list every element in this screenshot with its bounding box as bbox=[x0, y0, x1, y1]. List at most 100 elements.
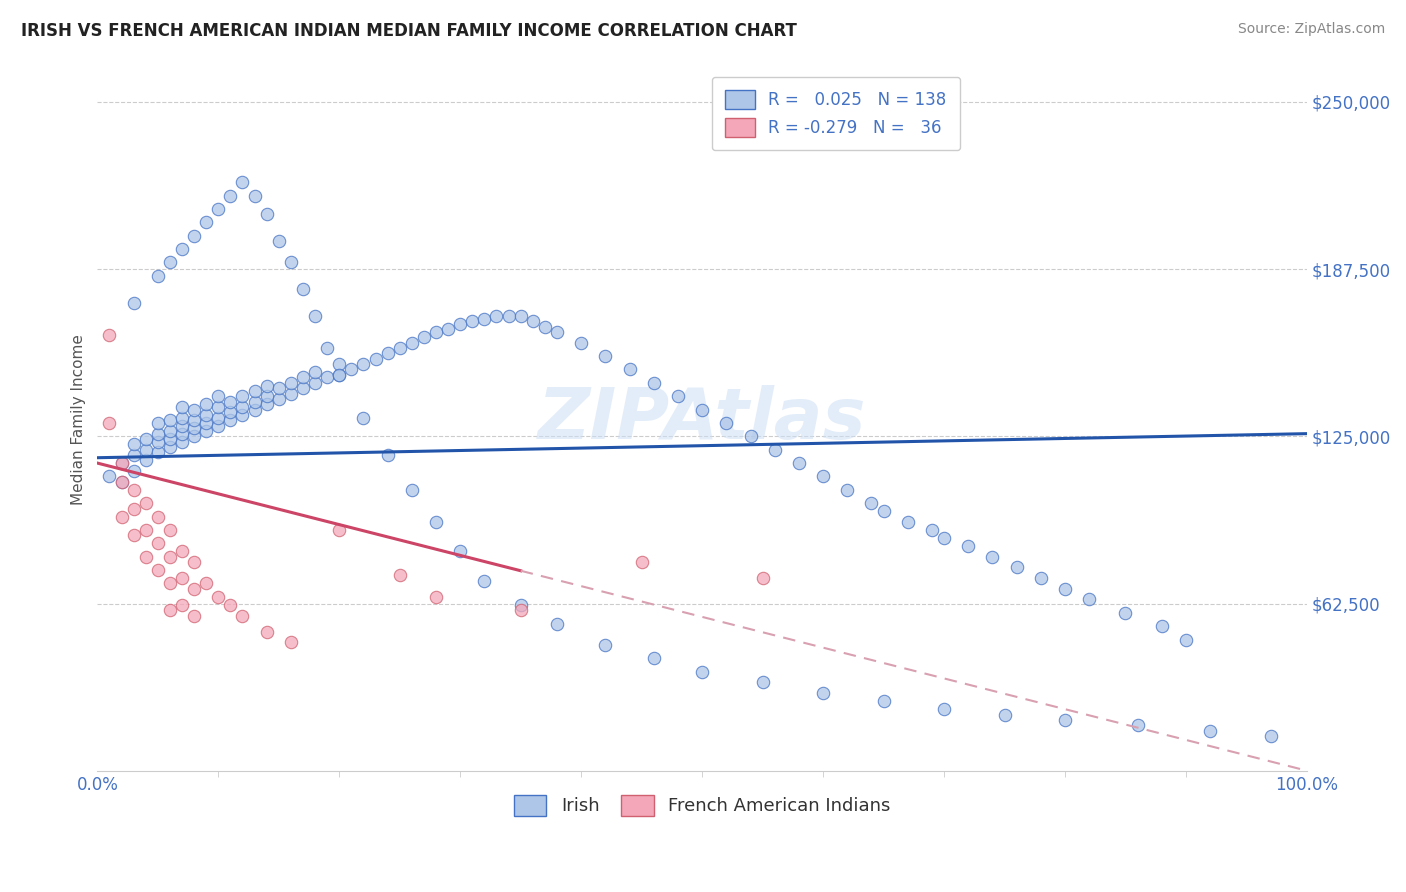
Point bbox=[690, 402, 713, 417]
Point bbox=[98, 327, 121, 342]
Point bbox=[837, 483, 859, 497]
Point bbox=[110, 509, 132, 524]
Point bbox=[207, 202, 229, 216]
Point bbox=[328, 357, 350, 371]
Point bbox=[267, 392, 290, 406]
Point bbox=[256, 207, 278, 221]
Point bbox=[243, 402, 266, 417]
Point bbox=[122, 528, 145, 542]
Point bbox=[243, 384, 266, 398]
Point bbox=[135, 442, 157, 457]
Point bbox=[159, 255, 181, 269]
Point bbox=[135, 496, 157, 510]
Point bbox=[280, 386, 302, 401]
Point bbox=[207, 410, 229, 425]
Point bbox=[352, 410, 374, 425]
Point bbox=[219, 188, 242, 202]
Point bbox=[231, 408, 253, 422]
Point bbox=[932, 531, 955, 545]
Point bbox=[509, 598, 531, 612]
Point bbox=[110, 475, 132, 489]
Point bbox=[135, 453, 157, 467]
Point bbox=[304, 365, 326, 379]
Point bbox=[219, 598, 242, 612]
Point bbox=[425, 515, 447, 529]
Point bbox=[1199, 723, 1222, 738]
Point bbox=[183, 608, 205, 623]
Point bbox=[1174, 632, 1197, 647]
Point bbox=[219, 405, 242, 419]
Point bbox=[291, 370, 314, 384]
Point bbox=[207, 418, 229, 433]
Point bbox=[159, 424, 181, 438]
Point bbox=[135, 549, 157, 564]
Point bbox=[231, 389, 253, 403]
Point bbox=[304, 376, 326, 390]
Point bbox=[1078, 592, 1101, 607]
Point bbox=[243, 394, 266, 409]
Point bbox=[377, 448, 399, 462]
Point bbox=[474, 574, 496, 588]
Point bbox=[872, 694, 894, 708]
Point bbox=[170, 418, 193, 433]
Point bbox=[122, 295, 145, 310]
Point bbox=[1005, 560, 1028, 574]
Point bbox=[122, 501, 145, 516]
Point bbox=[122, 448, 145, 462]
Point bbox=[159, 576, 181, 591]
Point bbox=[159, 523, 181, 537]
Point bbox=[740, 429, 762, 443]
Point bbox=[219, 413, 242, 427]
Point bbox=[170, 571, 193, 585]
Point bbox=[498, 309, 520, 323]
Point bbox=[304, 309, 326, 323]
Point bbox=[449, 544, 471, 558]
Point bbox=[316, 341, 339, 355]
Point bbox=[98, 416, 121, 430]
Point bbox=[170, 426, 193, 441]
Point bbox=[763, 442, 786, 457]
Point bbox=[340, 362, 363, 376]
Point bbox=[146, 426, 169, 441]
Point bbox=[1150, 619, 1173, 633]
Point bbox=[932, 702, 955, 716]
Point bbox=[1114, 606, 1136, 620]
Point bbox=[256, 624, 278, 639]
Point bbox=[921, 523, 943, 537]
Point bbox=[437, 322, 460, 336]
Point bbox=[280, 635, 302, 649]
Point bbox=[643, 376, 665, 390]
Point bbox=[1053, 713, 1076, 727]
Point bbox=[207, 400, 229, 414]
Point bbox=[110, 456, 132, 470]
Point bbox=[981, 549, 1004, 564]
Point bbox=[159, 413, 181, 427]
Point bbox=[195, 408, 218, 422]
Point bbox=[751, 571, 773, 585]
Point bbox=[546, 616, 568, 631]
Point bbox=[183, 429, 205, 443]
Point bbox=[256, 397, 278, 411]
Point bbox=[219, 394, 242, 409]
Point bbox=[872, 504, 894, 518]
Point bbox=[751, 675, 773, 690]
Point bbox=[1053, 582, 1076, 596]
Y-axis label: Median Family Income: Median Family Income bbox=[72, 334, 86, 505]
Point bbox=[461, 314, 484, 328]
Point bbox=[207, 590, 229, 604]
Point bbox=[364, 351, 387, 366]
Point bbox=[183, 555, 205, 569]
Point bbox=[267, 234, 290, 248]
Point bbox=[388, 568, 411, 582]
Point bbox=[316, 370, 339, 384]
Point bbox=[195, 416, 218, 430]
Point bbox=[860, 496, 883, 510]
Point bbox=[170, 400, 193, 414]
Point bbox=[425, 590, 447, 604]
Point bbox=[619, 362, 641, 376]
Point bbox=[122, 437, 145, 451]
Point bbox=[328, 368, 350, 382]
Point bbox=[569, 335, 592, 350]
Point bbox=[630, 555, 652, 569]
Point bbox=[135, 432, 157, 446]
